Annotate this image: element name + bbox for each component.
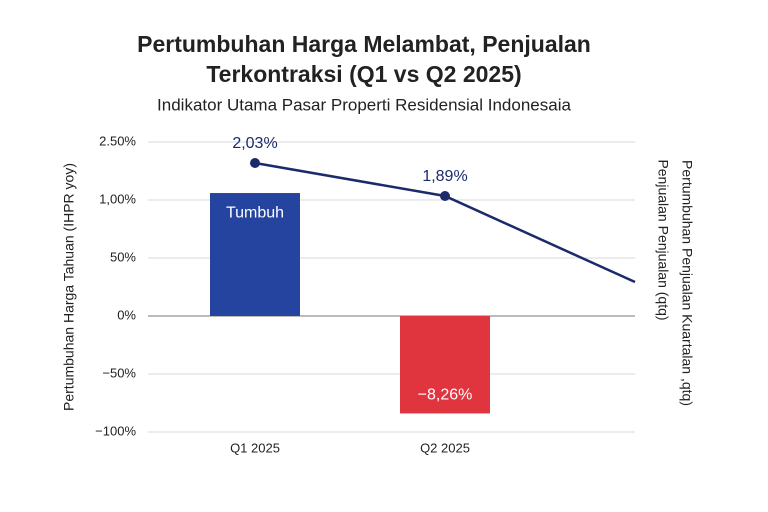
chart-title: Terkontraksi (Q1 vs Q2 2025) bbox=[206, 61, 521, 87]
chart-title: Pertumbuhan Harga Melambat, Penjualan bbox=[137, 31, 591, 57]
point-label: 2,03% bbox=[232, 135, 277, 152]
bar-label: −8,26% bbox=[418, 387, 473, 404]
y2-axis-title: Penjualan Penjualan (qtq) bbox=[655, 159, 671, 320]
line-point bbox=[440, 190, 450, 201]
chart-subtitle: Indikator Utama Pasar Properti Residensi… bbox=[157, 95, 571, 114]
y-tick-label: −50% bbox=[102, 365, 136, 380]
y-tick-label: 0% bbox=[117, 307, 136, 322]
x-tick-label: Q1 2025 bbox=[230, 440, 280, 455]
bar bbox=[400, 316, 490, 414]
y-tick-label: 50% bbox=[110, 249, 136, 264]
bar-label: Tumbuh bbox=[226, 204, 284, 221]
line-point bbox=[250, 157, 260, 168]
y-tick-label: −100% bbox=[95, 423, 136, 438]
y-tick-label: 2.50% bbox=[99, 133, 136, 148]
y-tick-label: 1,00% bbox=[99, 191, 136, 206]
x-tick-label: Q2 2025 bbox=[420, 440, 470, 455]
bar bbox=[210, 193, 300, 316]
y-axis-title: Pertumbuhan Harga Tahuan (IHPR yoy) bbox=[61, 163, 77, 411]
y2-axis-title: Pertumbuhan Penjualan Kuartalan ,qtq) bbox=[679, 160, 695, 406]
point-label: 1,89% bbox=[422, 168, 467, 185]
